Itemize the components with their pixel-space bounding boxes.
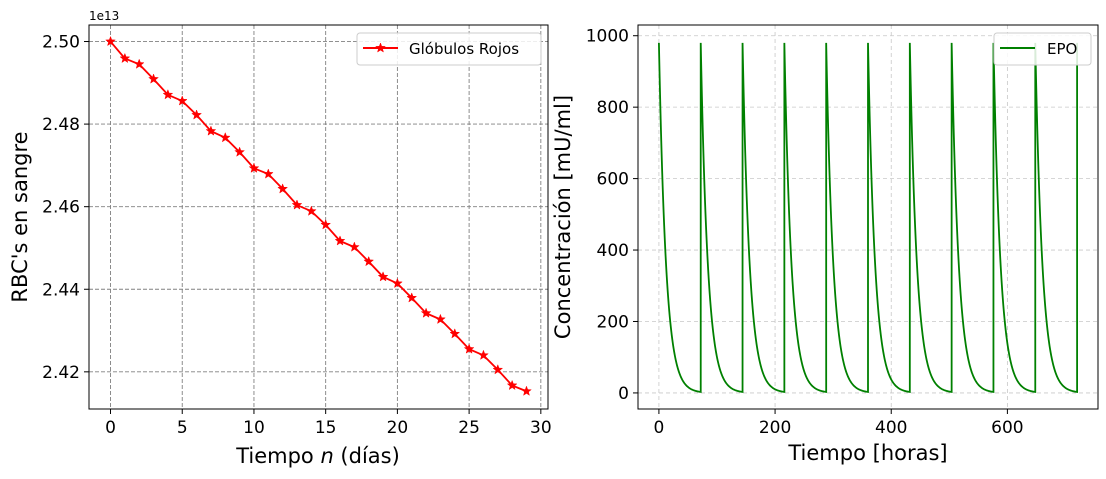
rbc-data-point bbox=[492, 364, 504, 375]
epo-legend-box bbox=[993, 32, 1092, 66]
rbc-grid bbox=[89, 25, 548, 409]
epo-y-ticks: 0 200 400 600 800 1000 bbox=[586, 27, 638, 404]
rbc-legend-box bbox=[356, 32, 542, 66]
rbc-data-point bbox=[463, 343, 475, 354]
rbc-data-point bbox=[262, 168, 274, 179]
rbc-legend-label: Glóbulos Rojos bbox=[409, 40, 519, 58]
epo-series bbox=[658, 42, 1078, 393]
rbc-data-point bbox=[162, 89, 174, 100]
rbc-data-point bbox=[506, 379, 518, 391]
rbc-x-ticks: 0 5 10 15 20 25 30 bbox=[105, 409, 552, 438]
epo-y-tick-label: 600 bbox=[597, 170, 629, 190]
rbc-data-point bbox=[176, 95, 188, 106]
rbc-y-tick-label: 2.50 bbox=[42, 33, 80, 53]
rbc-y-tick-label: 2.46 bbox=[42, 198, 80, 218]
rbc-data-point bbox=[205, 125, 217, 136]
rbc-data-point bbox=[234, 146, 246, 157]
rbc-y-tick-label: 2.48 bbox=[42, 115, 80, 135]
rbc-plot-frame bbox=[88, 24, 549, 410]
rbc-x-tick-label: 10 bbox=[243, 418, 265, 438]
epo-y-tick-label: 200 bbox=[597, 312, 629, 332]
rbc-data-point bbox=[305, 205, 317, 216]
epo-y-axis-label: Concentración [mU/ml] bbox=[551, 95, 575, 339]
rbc-x-tick-label: 30 bbox=[530, 418, 552, 438]
rbc-data-point bbox=[105, 35, 116, 47]
epo-chart: 0 200 400 600 0 200 400 600 800 1000 Tiempo [hor… bbox=[551, 24, 1099, 465]
epo-x-tick-label: 400 bbox=[875, 418, 907, 438]
rbc-x-axis-label-prefix: Tiempo bbox=[235, 444, 320, 468]
rbc-y-tick-label: 2.42 bbox=[42, 363, 80, 383]
rbc-data-point bbox=[449, 328, 461, 339]
rbc-data-point bbox=[133, 58, 145, 69]
rbc-data-point bbox=[219, 132, 231, 143]
rbc-y-tick-label: 2.44 bbox=[42, 280, 80, 300]
rbc-series bbox=[105, 35, 532, 396]
rbc-y-axis-label: RBC's en sangre bbox=[8, 131, 32, 302]
rbc-data-point bbox=[521, 385, 532, 396]
epo-y-tick-label: 0 bbox=[618, 384, 629, 404]
rbc-data-point bbox=[478, 349, 489, 360]
rbc-legend: Glóbulos Rojos bbox=[356, 32, 542, 66]
epo-x-tick-label: 200 bbox=[759, 418, 791, 438]
epo-x-axis-label: Tiempo [horas] bbox=[787, 441, 947, 465]
epo-y-tick-label: 800 bbox=[597, 98, 629, 118]
rbc-legend-marker bbox=[375, 42, 386, 53]
rbc-data-point bbox=[191, 109, 203, 120]
rbc-data-point bbox=[363, 255, 375, 267]
epo-plot-frame bbox=[637, 24, 1099, 410]
rbc-data-point bbox=[434, 313, 446, 325]
rbc-x-axis-label: Tiempo n (días) bbox=[235, 444, 400, 468]
rbc-data-point bbox=[320, 219, 332, 230]
rbc-data-point bbox=[406, 292, 418, 303]
rbc-x-tick-label: 25 bbox=[458, 418, 480, 438]
rbc-data-point bbox=[377, 271, 389, 282]
rbc-x-tick-label: 5 bbox=[177, 418, 188, 438]
rbc-data-point bbox=[348, 241, 360, 252]
rbc-data-point bbox=[291, 199, 303, 210]
epo-x-tick-label: 600 bbox=[991, 418, 1023, 438]
rbc-data-point bbox=[148, 73, 159, 84]
rbc-data-point bbox=[248, 162, 260, 173]
rbc-x-tick-label: 0 bbox=[105, 418, 116, 438]
epo-x-ticks: 0 200 400 600 bbox=[653, 409, 1024, 438]
rbc-data-point bbox=[119, 52, 131, 64]
rbc-data-point bbox=[391, 277, 403, 289]
rbc-y-ticks: 2.42 2.44 2.46 2.48 2.50 bbox=[42, 33, 89, 383]
epo-legend: EPO bbox=[993, 32, 1092, 66]
epo-grid bbox=[638, 25, 1098, 409]
rbc-data-point bbox=[420, 307, 432, 318]
rbc-offset-text: 1e13 bbox=[89, 9, 119, 23]
rbc-series-line bbox=[109, 40, 527, 393]
epo-series-line bbox=[658, 42, 1078, 393]
epo-x-tick-label: 0 bbox=[653, 418, 664, 438]
rbc-x-tick-label: 20 bbox=[387, 418, 409, 438]
epo-y-tick-label: 1000 bbox=[586, 27, 629, 47]
rbc-x-tick-label: 15 bbox=[315, 418, 337, 438]
epo-y-tick-label: 400 bbox=[597, 241, 629, 261]
rbc-x-axis-label-var: n bbox=[320, 444, 333, 468]
rbc-x-axis-label-suffix: (días) bbox=[334, 444, 400, 468]
rbc-chart: 0 5 10 15 20 25 30 2.42 2.44 2.46 2.48 2.50 1e13 T… bbox=[8, 9, 552, 468]
rbc-data-point bbox=[277, 183, 289, 194]
rbc-data-point bbox=[334, 235, 346, 246]
epo-legend-label: EPO bbox=[1047, 40, 1077, 58]
